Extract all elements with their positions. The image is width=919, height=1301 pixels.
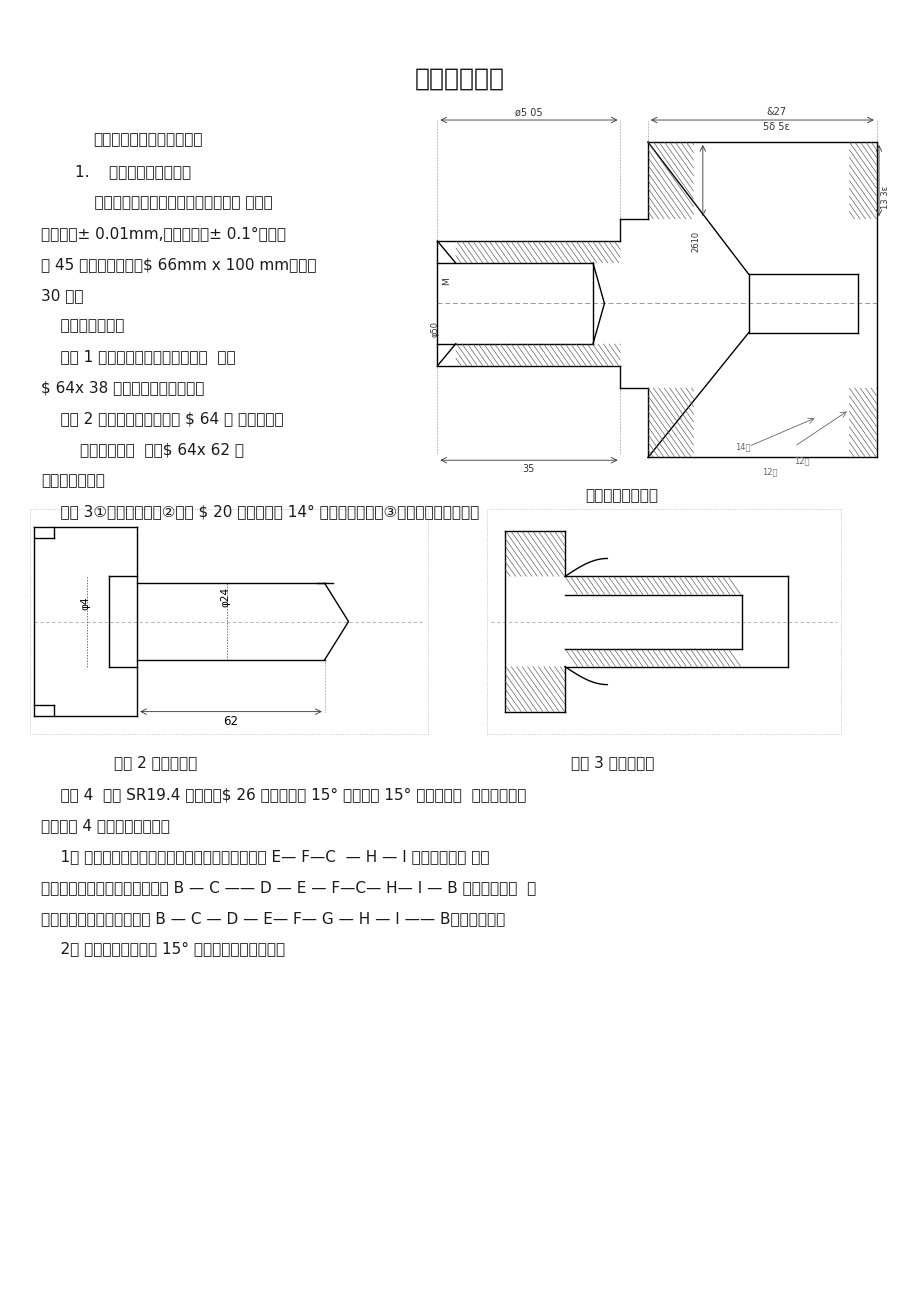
Text: 工序 3 加工示意图: 工序 3 加工示意图 <box>570 755 653 770</box>
Text: 35: 35 <box>522 464 535 474</box>
Text: 用顶尖顶住。  加工$ 64x 62 柱: 用顶尖顶住。 加工$ 64x 62 柱 <box>41 442 244 457</box>
Text: ø5 05: ø5 05 <box>515 107 542 117</box>
Text: 工序 2 用三爸卡盘夹紧工件 $ 64 一 端；另一端: 工序 2 用三爸卡盘夹紧工件 $ 64 一 端；另一端 <box>41 411 284 427</box>
Text: 30 件。: 30 件。 <box>41 288 84 303</box>
Text: φ24: φ24 <box>220 587 230 606</box>
Text: 14。: 14。 <box>734 442 750 451</box>
Text: 工后，精加工的走刀路线是 B — C — D — E— F— G — H — I —— B，如图所示。: 工后，精加工的走刀路线是 B — C — D — E— F— G — H — I… <box>41 911 505 926</box>
Text: 12。: 12。 <box>793 457 809 466</box>
Text: 加工方案如下：: 加工方案如下： <box>41 319 125 333</box>
Text: 面，如图所示。: 面，如图所示。 <box>41 474 105 488</box>
Text: M: M <box>442 277 450 285</box>
Text: 示。工序 4 的加工过程如下：: 示。工序 4 的加工过程如下： <box>41 818 170 833</box>
Text: $ 64x 38 柱面并调头打中心孔。: $ 64x 38 柱面并调头打中心孔。 <box>41 380 205 396</box>
Text: 5δ 5ε: 5δ 5ε <box>762 122 789 133</box>
Text: 62: 62 <box>223 716 238 729</box>
Text: 工序 3①钒螺纹底孔；②精车 $ 20 表面，加工 14° 锥面及背端面；③攻螺纹，如图所示。: 工序 3①钒螺纹底孔；②精车 $ 20 表面，加工 14° 锥面及背端面；③攻螺… <box>41 503 479 519</box>
Text: 工序 2 加工示意图: 工序 2 加工示意图 <box>114 755 197 770</box>
Text: 工序 4  加工 SR19.4 圆弧面、$ 26 圆柱面、角 15° 锥面和角 15° 倒锥面，装  夹方式如图所: 工序 4 加工 SR19.4 圆弧面、$ 26 圆柱面、角 15° 锥面和角 1… <box>41 787 527 803</box>
Text: 2） 再加工出最后一个 15° 的倒锥面，如图所示。: 2） 再加工出最后一个 15° 的倒锥面，如图所示。 <box>41 942 285 956</box>
Text: φ50: φ50 <box>430 321 439 337</box>
Text: 模具芯轴零件简图: 模具芯轴零件简图 <box>584 489 657 503</box>
Text: 图示是模具芯轴的零件简图。零件的 径向尺: 图示是模具芯轴的零件简图。零件的 径向尺 <box>74 195 272 209</box>
Text: φ4: φ4 <box>80 597 90 610</box>
Text: 2610: 2610 <box>691 230 699 251</box>
Text: 授课主要内容: 授课主要内容 <box>414 68 505 91</box>
Text: 、轴类零件的数控车削工艺: 、轴类零件的数控车削工艺 <box>93 131 202 147</box>
Text: 为 45 钙。毛坤尺寸为$ 66mm x 100 mm，批量: 为 45 钙。毛坤尺寸为$ 66mm x 100 mm，批量 <box>41 256 316 272</box>
Text: 面。后两次循环的走刀路线都与 B — C —— D — E — F—C— H— I — B 相似。完成粗  加: 面。后两次循环的走刀路线都与 B — C —— D — E — F—C— H— … <box>41 879 536 895</box>
Text: 12。: 12。 <box>762 467 777 476</box>
Text: 1.    模具芯轴的车削工艺: 1. 模具芯轴的车削工艺 <box>74 164 191 180</box>
Text: 13 3ε: 13 3ε <box>880 186 890 208</box>
Text: 1） 先用复合循环若干次一层层加工，逐渐靠近由 E— F—C  — H — I 等基点组成的 回转: 1） 先用复合循环若干次一层层加工，逐渐靠近由 E— F—C — H — I 等… <box>41 850 489 864</box>
Text: 寸公差为± 0.01mm,角度公差为± 0.1°，材料: 寸公差为± 0.01mm,角度公差为± 0.1°，材料 <box>41 226 286 241</box>
Text: &27: &27 <box>766 107 785 117</box>
Text: 工序 1 用三爸卡盘夹紧工件一端，  加工: 工序 1 用三爸卡盘夹紧工件一端， 加工 <box>41 350 236 364</box>
